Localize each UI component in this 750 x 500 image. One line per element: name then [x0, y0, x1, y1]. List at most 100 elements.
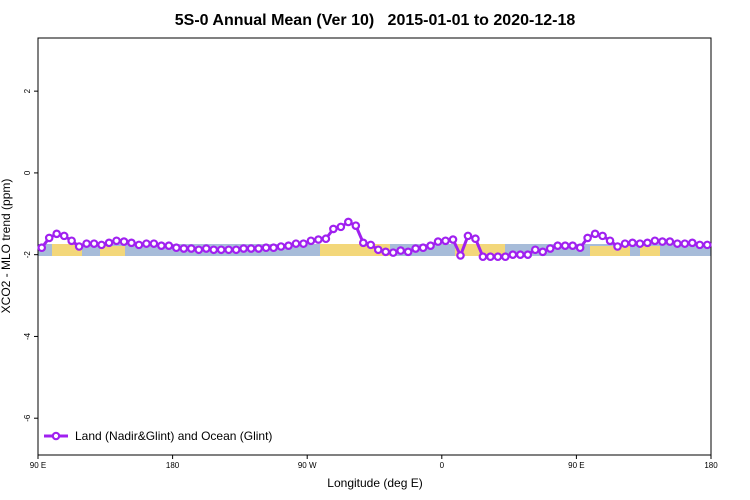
point — [508, 250, 518, 259]
point — [284, 241, 293, 250]
point — [456, 251, 465, 260]
point — [426, 241, 435, 250]
point — [209, 245, 219, 255]
point — [336, 222, 346, 232]
point — [441, 236, 450, 246]
point — [613, 242, 622, 251]
point — [568, 241, 577, 250]
point — [179, 244, 189, 253]
point — [89, 239, 99, 248]
point — [261, 243, 271, 253]
point — [231, 245, 241, 255]
y-tick-label: -6 — [23, 414, 32, 422]
x-tick-label: 90 E — [30, 461, 46, 470]
point — [695, 240, 705, 250]
point — [351, 221, 361, 230]
point — [658, 237, 667, 246]
point — [254, 244, 263, 253]
point — [329, 224, 338, 234]
point — [239, 244, 248, 253]
point — [127, 238, 136, 248]
point — [665, 237, 675, 246]
point — [411, 244, 420, 253]
point — [403, 247, 413, 257]
point — [344, 217, 353, 227]
point — [299, 239, 308, 248]
point — [643, 238, 652, 248]
point — [388, 248, 398, 257]
point — [553, 241, 563, 250]
chart-title: 5S-0 Annual Mean (Ver 10) 2015-01-01 to … — [175, 12, 576, 29]
point — [44, 233, 54, 243]
x-tick-label: 0 — [440, 461, 445, 470]
point — [680, 239, 690, 248]
point — [486, 252, 495, 262]
point — [635, 239, 645, 248]
x-tick-label: 90 E — [568, 461, 584, 470]
point — [194, 245, 204, 255]
y-axis-label: XCO2 - MLO trend (ppm) — [0, 179, 13, 314]
y-tick-label: 0 — [23, 170, 32, 175]
point — [321, 234, 331, 244]
point — [366, 240, 376, 250]
point — [52, 229, 61, 239]
point — [276, 242, 286, 251]
x-tick-label: 180 — [704, 461, 718, 470]
point — [463, 231, 473, 241]
point — [216, 245, 226, 255]
point — [530, 245, 540, 255]
point — [478, 252, 488, 262]
point — [134, 240, 144, 250]
point — [314, 235, 323, 244]
point — [224, 245, 233, 255]
point — [358, 238, 368, 248]
point — [523, 250, 533, 259]
point — [201, 244, 211, 253]
point — [82, 239, 91, 248]
point — [104, 238, 114, 248]
point — [373, 245, 383, 255]
point — [501, 252, 510, 262]
y-tick-label: -2 — [23, 251, 32, 259]
point — [545, 244, 555, 253]
point — [396, 246, 405, 255]
x-tick-label: 90 W — [298, 461, 317, 470]
point — [516, 250, 525, 259]
point — [538, 247, 548, 257]
point — [583, 233, 592, 243]
point — [598, 231, 607, 241]
point — [97, 240, 106, 250]
point — [306, 236, 316, 246]
point — [688, 238, 697, 248]
point — [291, 239, 301, 248]
point — [59, 231, 69, 241]
point — [186, 244, 196, 253]
point — [119, 237, 129, 246]
point — [620, 239, 630, 248]
point — [448, 235, 458, 244]
point — [605, 236, 615, 246]
point — [560, 241, 570, 250]
point — [433, 237, 443, 246]
point — [142, 239, 151, 248]
point — [37, 243, 47, 253]
point — [590, 229, 600, 239]
legend-marker — [51, 431, 61, 441]
point — [157, 241, 166, 250]
y-tick-label: -4 — [23, 332, 32, 340]
point — [164, 241, 174, 250]
point — [246, 244, 256, 253]
point — [418, 243, 428, 253]
x-axis-label: Longitude (deg E) — [327, 476, 422, 490]
point — [74, 242, 84, 251]
point — [702, 240, 712, 250]
legend-label: Land (Nadir&Glint) and Ocean (Glint) — [75, 429, 272, 443]
point — [112, 236, 121, 246]
y-tick-label: 2 — [23, 88, 32, 93]
point — [172, 243, 181, 253]
point — [650, 236, 660, 246]
point — [67, 236, 76, 246]
point — [381, 247, 391, 257]
